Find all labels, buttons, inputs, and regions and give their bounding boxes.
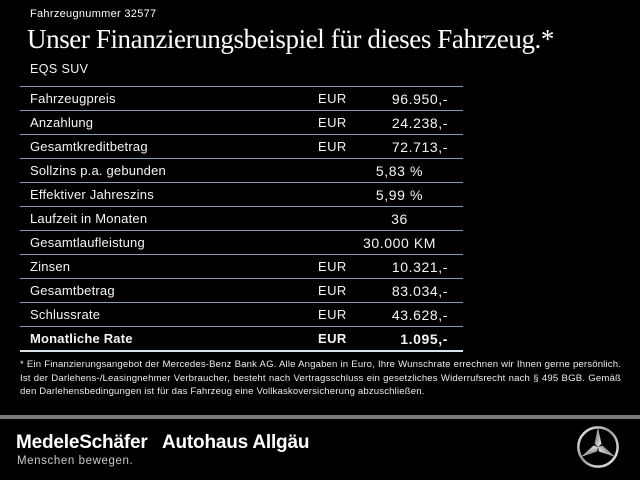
page-title: Unser Finanzierungsbeispiel für dieses F… [27,24,555,54]
table-row: Gesamtbetrag EUR 83.034,- [20,279,463,303]
table-row: Monatliche Rate EUR 1.095,- [20,327,463,352]
row-currency: EUR [318,91,347,106]
mercedes-star-icon [575,424,621,470]
row-value: 96.950,- [391,90,448,107]
table-row: Gesamtkreditbetrag EUR 72.713,- [20,135,463,159]
table-row: Anzahlung EUR 24.238,- [20,111,463,135]
finance-table: Fahrzeugpreis EUR 96.950,- Anzahlung EUR 24.2… [20,86,463,352]
dealer-secondary-logo: Autohaus Allgäu [162,432,310,453]
row-label: Fahrzeugpreis [30,91,116,106]
row-label: Sollzins p.a. gebunden [30,163,166,178]
row-value: 72.713,- [391,138,448,155]
legal-footnote: * Ein Finanzierungsangebot der Mercedes-… [20,359,621,398]
row-label: Gesamtlaufleistung [30,235,145,250]
table-row: Effektiver Jahreszins 5,99 % [20,183,463,207]
row-label: Schlussrate [30,307,101,322]
row-currency: EUR [318,307,347,322]
row-label: Anzahlung [30,115,94,130]
dealer-logo: MedeleSchäfer [16,432,148,453]
row-label: Monatliche Rate [30,331,133,346]
row-label: Laufzeit in Monaten [30,211,148,226]
row-label: Effektiver Jahreszins [30,187,154,202]
table-row: Sollzins p.a. gebunden 5,83 % [20,159,463,183]
row-currency: EUR [318,259,347,274]
row-value: 30.000 KM [362,234,437,251]
vehicle-model: EQS SUV [30,62,89,76]
row-value: 10.321,- [391,258,448,275]
row-value: 83.034,- [391,282,448,299]
row-currency: EUR [318,283,347,298]
table-row: Schlussrate EUR 43.628,- [20,303,463,327]
row-value: 36 [391,210,408,227]
row-label: Gesamtbetrag [30,283,115,298]
row-value: 43.628,- [391,306,448,323]
row-currency: EUR [318,331,347,346]
vehicle-number: Fahrzeugnummer 32577 [30,8,157,20]
row-value: 24.238,- [391,114,448,131]
row-currency: EUR [318,115,347,130]
table-row: Laufzeit in Monaten 36 [20,207,463,231]
row-label: Zinsen [30,259,71,274]
row-currency: EUR [318,139,347,154]
table-row: Zinsen EUR 10.321,- [20,255,463,279]
footer-separator [0,415,640,419]
row-value: 5,99 % [375,186,424,203]
table-row: Gesamtlaufleistung 30.000 KM [20,231,463,255]
row-value: 1.095,- [400,330,448,347]
row-label: Gesamtkreditbetrag [30,139,148,154]
table-row: Fahrzeugpreis EUR 96.950,- [20,87,463,111]
dealer-tagline: Menschen bewegen. [17,455,134,467]
row-value: 5,83 % [375,162,424,179]
